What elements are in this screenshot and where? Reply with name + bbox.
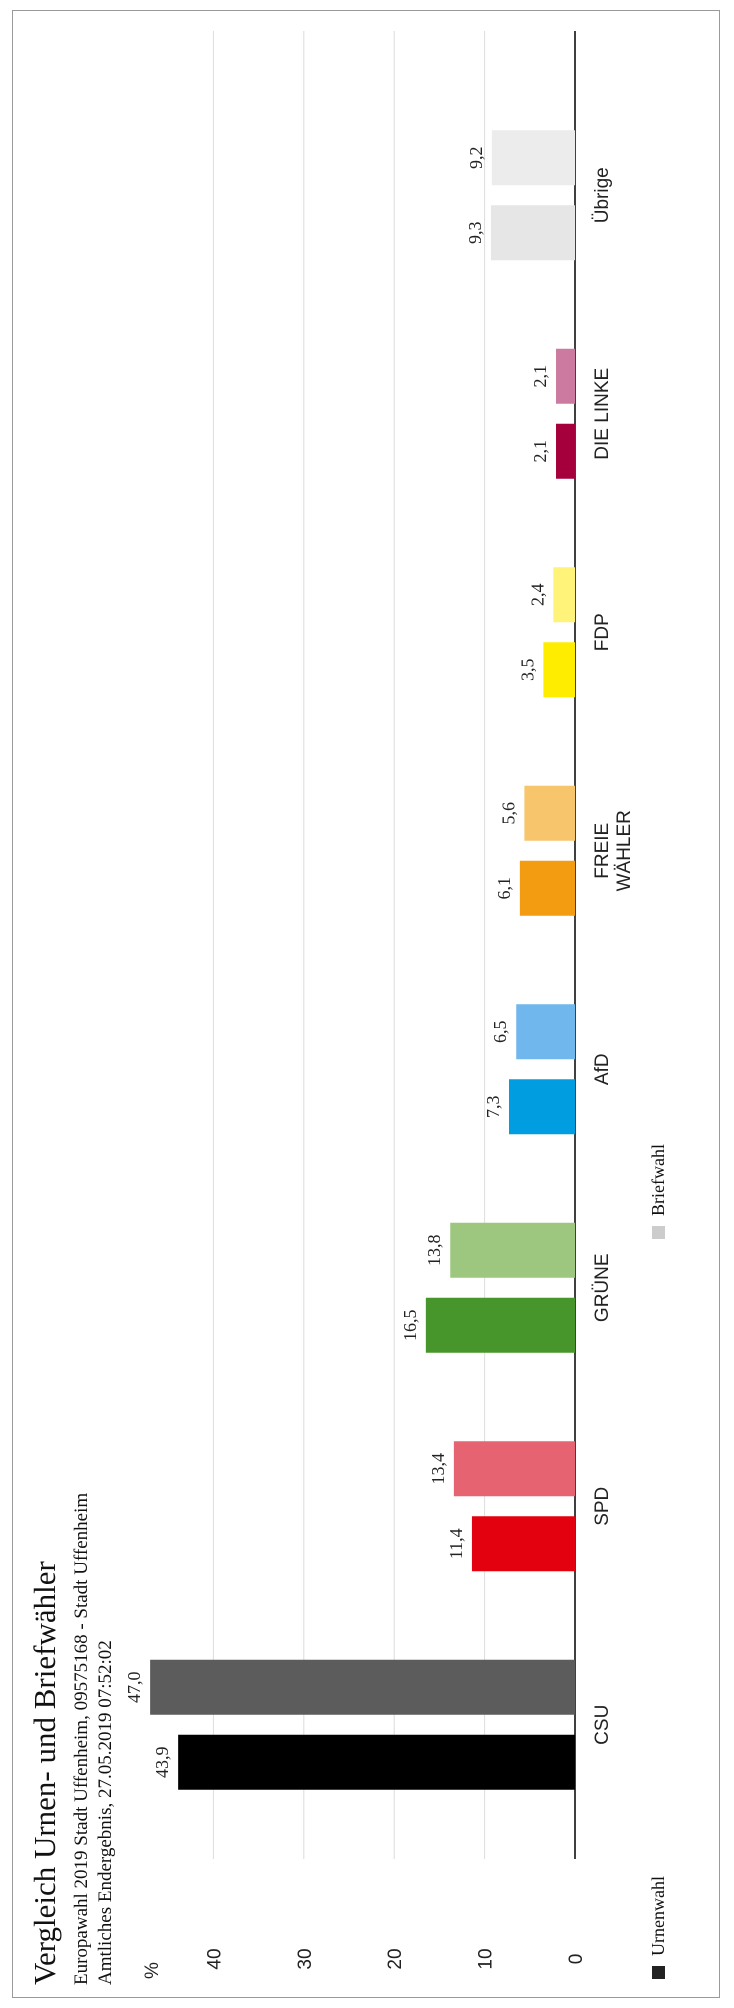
bar-die-linke-briefwahl — [556, 348, 575, 404]
legend-label-briefwahl: Briefwahl — [648, 1144, 668, 1216]
bar-fdp-urnenwahl — [543, 642, 575, 698]
bar-csu-urnenwahl — [178, 1734, 575, 1790]
y-axis-unit: % — [142, 1962, 163, 1979]
bar-afd-urnenwahl — [509, 1079, 575, 1135]
bar-die-linke-urnenwahl — [556, 423, 575, 479]
data-label-freie-w-hler-urnenwahl: 6,1 — [494, 877, 514, 900]
x-tick-label-die-linke: DIE LINKE — [592, 368, 613, 460]
data-label-brige-briefwahl: 9,2 — [466, 147, 486, 170]
legend-label-urnenwahl: Urnenwahl — [648, 1876, 668, 1956]
legend-swatch-briefwahl — [652, 1226, 665, 1239]
data-label-die-linke-urnenwahl: 2,1 — [530, 440, 550, 463]
bar-csu-briefwahl — [150, 1659, 575, 1715]
y-tick-label-20: 20 — [385, 1948, 406, 1969]
bar-freie-w-hler-urnenwahl — [519, 860, 575, 916]
x-tick-label-spd: SPD — [592, 1487, 613, 1526]
x-tick-label-gr-ne: GRÜNE — [592, 1253, 613, 1322]
data-label-csu-urnenwahl: 43,9 — [152, 1747, 172, 1779]
legend-swatch-urnenwahl — [652, 1966, 665, 1979]
bar-spd-briefwahl — [453, 1441, 576, 1497]
bar-fdp-briefwahl — [553, 567, 576, 623]
legend-item-briefwahl: Briefwahl — [648, 1144, 669, 1239]
x-tick-label-afd: AfD — [592, 1053, 613, 1085]
bar-spd-urnenwahl — [471, 1516, 575, 1572]
y-tick-label-10: 10 — [476, 1948, 497, 1969]
data-label-spd-urnenwahl: 11,4 — [446, 1528, 466, 1559]
bar-brige-briefwahl — [491, 130, 575, 186]
bar-brige-urnenwahl — [490, 205, 576, 261]
bar-chart: % 0 10 20 30 40 43,9 47,0 CSU 11,4 13,4 SPD 16,5 13,8… — [124, 31, 635, 1979]
x-tick-label-csu: CSU — [592, 1705, 613, 1745]
data-label-csu-briefwahl: 47,0 — [124, 1672, 144, 1704]
x-tick-label-brige: Übrige — [592, 167, 613, 223]
legend-item-urnenwahl: Urnenwahl — [648, 1876, 669, 1979]
bar-freie-w-hler-briefwahl — [524, 785, 576, 841]
data-label-spd-briefwahl: 13,4 — [428, 1453, 448, 1485]
bar-afd-briefwahl — [516, 1004, 575, 1060]
y-tick-label-30: 30 — [295, 1948, 316, 1969]
chart-stage: Vergleich Urnen- und Briefwähler Europaw… — [13, 11, 719, 1997]
x-tick-label-fdp: FDP — [592, 613, 613, 651]
chart-frame: Vergleich Urnen- und Briefwähler Europaw… — [12, 10, 720, 1998]
bar-gr-ne-urnenwahl — [425, 1297, 575, 1353]
data-label-afd-urnenwahl: 7,3 — [483, 1096, 503, 1119]
data-label-fdp-urnenwahl: 3,5 — [517, 659, 537, 682]
data-label-gr-ne-briefwahl: 13,8 — [424, 1235, 444, 1267]
data-label-fdp-briefwahl: 2,4 — [527, 584, 547, 607]
data-label-gr-ne-urnenwahl: 16,5 — [400, 1310, 420, 1342]
data-label-afd-briefwahl: 6,5 — [490, 1021, 510, 1044]
x-tick-label-freie-w-hler-line-2: WÄHLER — [614, 810, 635, 891]
data-label-freie-w-hler-briefwahl: 5,6 — [498, 802, 518, 825]
x-tick-label-freie-w-hler-line-1: FREIE — [592, 823, 613, 879]
data-label-brige-urnenwahl: 9,3 — [465, 222, 485, 245]
bar-gr-ne-briefwahl — [450, 1222, 575, 1278]
y-tick-label-40: 40 — [204, 1948, 225, 1969]
y-tick-label-0: 0 — [566, 1954, 587, 1965]
data-label-die-linke-briefwahl: 2,1 — [530, 365, 550, 388]
